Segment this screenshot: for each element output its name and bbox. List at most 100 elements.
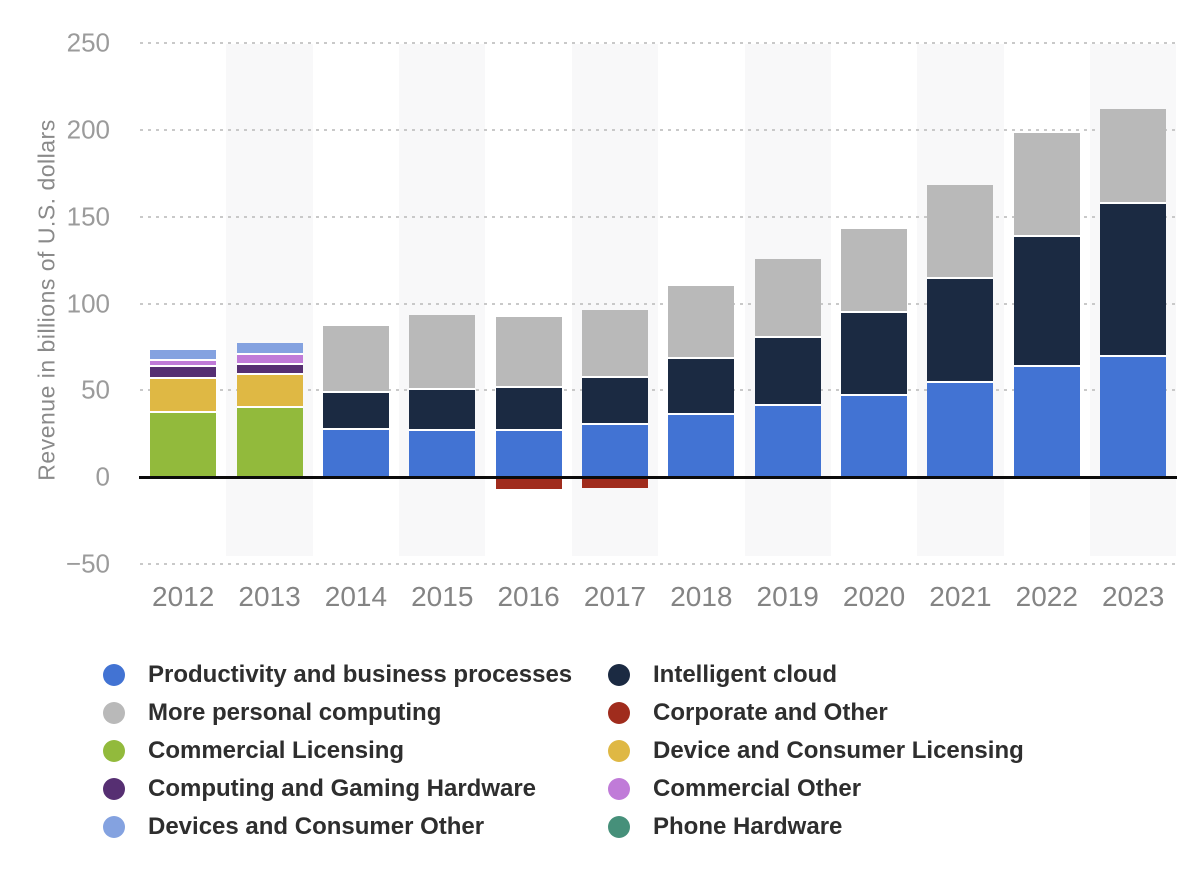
legend-item-more-personal-computing[interactable]: More personal computing xyxy=(103,696,441,730)
x-tick-label: 2013 xyxy=(238,581,301,612)
legend-swatch-icon xyxy=(608,740,630,762)
bar-segment-more-personal-computing[interactable] xyxy=(409,315,476,390)
bar-segment-more-personal-computing[interactable] xyxy=(927,185,994,280)
bar-segment-device-and-consumer-licensing[interactable] xyxy=(150,378,217,413)
bar-segment-productivity-and-business-processes[interactable] xyxy=(754,405,821,477)
bar-segment-more-personal-computing[interactable] xyxy=(322,326,389,394)
legend-label: Productivity and business processes xyxy=(148,661,573,688)
bar-segment-intelligent-cloud[interactable] xyxy=(668,358,735,415)
bar-segment-more-personal-computing[interactable] xyxy=(668,285,735,359)
x-tick-label: 2016 xyxy=(497,581,560,612)
gridline xyxy=(140,129,1177,131)
bar-segment-productivity-and-business-processes[interactable] xyxy=(1013,367,1080,477)
bar-segment-intelligent-cloud[interactable] xyxy=(927,279,994,384)
legend-label: Corporate and Other xyxy=(653,699,888,726)
gridline xyxy=(140,389,1177,392)
bar-segment-devices-and-consumer-other[interactable] xyxy=(236,342,303,355)
x-axis-line xyxy=(139,475,1177,479)
legend-swatch-icon xyxy=(103,816,125,838)
bar-segment-commercial-licensing[interactable] xyxy=(236,408,303,477)
y-tick-label: 250 xyxy=(66,27,110,58)
legend-swatch-icon xyxy=(103,702,125,724)
legend-swatch-icon xyxy=(103,740,125,762)
y-tick-label: 0 xyxy=(95,461,110,492)
bar-segment-corporate-and-other[interactable] xyxy=(581,479,648,488)
bar-segment-productivity-and-business-processes[interactable] xyxy=(322,430,389,477)
bar-segment-productivity-and-business-processes[interactable] xyxy=(409,431,476,477)
bar-segment-more-personal-computing[interactable] xyxy=(754,258,821,338)
bar-segment-intelligent-cloud[interactable] xyxy=(409,389,476,432)
legend-swatch-icon xyxy=(608,702,630,724)
legend-label: Computing and Gaming Hardware xyxy=(148,775,537,802)
bar-segment-intelligent-cloud[interactable] xyxy=(495,387,562,432)
bar-segment-productivity-and-business-processes[interactable] xyxy=(841,396,908,477)
bar-segment-more-personal-computing[interactable] xyxy=(1100,109,1167,205)
legend-label: More personal computing xyxy=(148,699,442,726)
bar-segment-computing-and-gaming-hardware[interactable] xyxy=(150,367,217,379)
bar-segment-commercial-other[interactable] xyxy=(236,354,303,365)
x-tick-label: 2019 xyxy=(756,581,819,612)
legend-label: Devices and Consumer Other xyxy=(148,813,485,840)
gridline xyxy=(140,42,1177,45)
x-tick-label: 2017 xyxy=(583,581,647,612)
x-tick-label: 2023 xyxy=(1101,581,1165,612)
bar-segment-devices-and-consumer-other[interactable] xyxy=(150,349,217,361)
legend-label: Commercial Licensing xyxy=(148,737,405,764)
legend-item-productivity-and-business-processes[interactable]: Productivity and business processes xyxy=(103,658,572,692)
bar-segment-more-personal-computing[interactable] xyxy=(841,228,908,313)
bar-segment-more-personal-computing[interactable] xyxy=(1013,133,1080,237)
legend-swatch-icon xyxy=(608,664,630,686)
bar-segment-productivity-and-business-processes[interactable] xyxy=(927,383,994,477)
y-tick-label: −50 xyxy=(65,548,110,579)
gridline xyxy=(140,562,1177,565)
legend-swatch-icon xyxy=(103,778,125,800)
legend-item-computing-and-gaming-hardware[interactable]: Computing and Gaming Hardware xyxy=(103,772,536,806)
bar-segment-productivity-and-business-processes[interactable] xyxy=(495,431,562,477)
legend-swatch-icon xyxy=(103,664,125,686)
bar-segment-intelligent-cloud[interactable] xyxy=(1013,236,1080,368)
legend-item-device-and-consumer-licensing[interactable]: Device and Consumer Licensing xyxy=(608,734,1024,768)
bar-segment-commercial-licensing[interactable] xyxy=(150,412,217,477)
bar-segment-corporate-and-other[interactable] xyxy=(495,479,562,489)
x-tick-label: 2022 xyxy=(1015,581,1078,612)
x-tick-label: 2015 xyxy=(411,581,474,612)
legend-item-intelligent-cloud[interactable]: Intelligent cloud xyxy=(608,658,837,692)
y-tick-label: 100 xyxy=(66,288,110,318)
bar-segment-more-personal-computing[interactable] xyxy=(495,317,562,388)
legend-label: Phone Hardware xyxy=(653,813,843,840)
bar-segment-intelligent-cloud[interactable] xyxy=(841,312,908,397)
bar-segment-productivity-and-business-processes[interactable] xyxy=(581,425,648,477)
bar-segment-computing-and-gaming-hardware[interactable] xyxy=(236,364,303,376)
y-tick-label: 200 xyxy=(66,114,110,145)
bar-segment-intelligent-cloud[interactable] xyxy=(322,393,389,431)
bar-segment-productivity-and-business-processes[interactable] xyxy=(668,414,735,477)
legend-item-phone-hardware[interactable]: Phone Hardware xyxy=(608,810,842,844)
y-tick-label: 150 xyxy=(66,201,110,232)
bar-segment-intelligent-cloud[interactable] xyxy=(1100,204,1167,357)
x-tick-label: 2020 xyxy=(842,581,906,612)
bar-segment-intelligent-cloud[interactable] xyxy=(754,337,821,406)
legend-item-corporate-and-other[interactable]: Corporate and Other xyxy=(608,696,888,730)
y-tick-label: 50 xyxy=(81,374,110,405)
bar-segment-more-personal-computing[interactable] xyxy=(581,310,648,378)
bar-segment-device-and-consumer-licensing[interactable] xyxy=(236,375,303,409)
column-band xyxy=(226,44,313,556)
x-tick-label: 2018 xyxy=(670,581,733,612)
legend-label: Commercial Other xyxy=(653,775,862,802)
bar-segment-productivity-and-business-processes[interactable] xyxy=(1100,356,1167,477)
bar-segment-commercial-other[interactable] xyxy=(150,360,217,368)
x-tick-label: 2021 xyxy=(929,581,992,612)
legend-label: Intelligent cloud xyxy=(653,661,837,688)
legend-item-commercial-other[interactable]: Commercial Other xyxy=(608,772,861,806)
x-tick-label: 2014 xyxy=(324,581,388,612)
legend-item-devices-and-consumer-other[interactable]: Devices and Consumer Other xyxy=(103,810,484,844)
legend-label: Device and Consumer Licensing xyxy=(653,737,1024,764)
column-band xyxy=(399,44,486,556)
legend-swatch-icon xyxy=(608,816,630,838)
x-tick-label: 2012 xyxy=(152,581,215,612)
gridline xyxy=(140,302,1177,305)
bar-segment-intelligent-cloud[interactable] xyxy=(581,377,648,426)
legend-item-commercial-licensing[interactable]: Commercial Licensing xyxy=(103,734,404,768)
legend-swatch-icon xyxy=(608,778,630,800)
